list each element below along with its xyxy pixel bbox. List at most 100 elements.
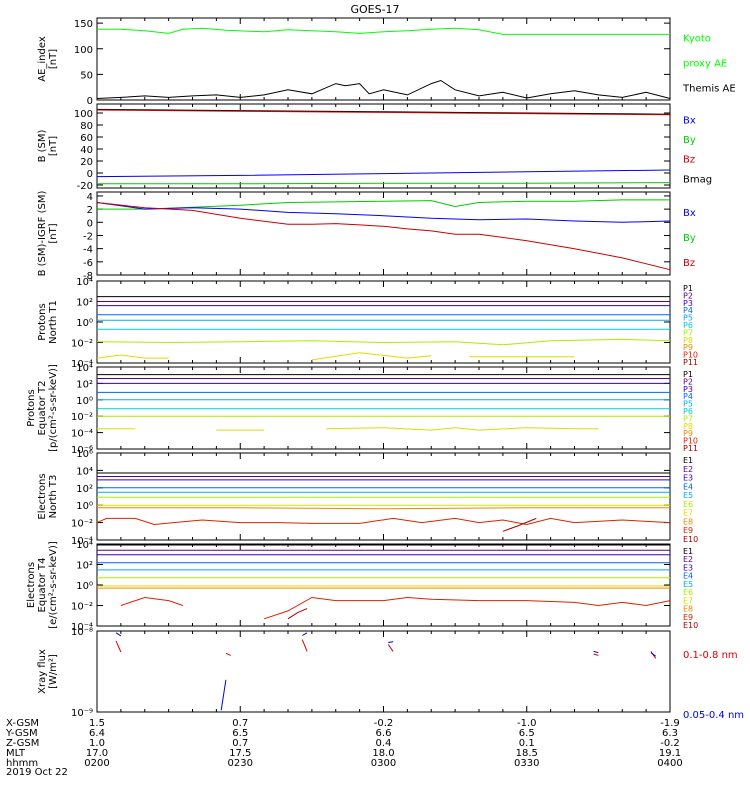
legend-entry: E7 <box>683 509 693 518</box>
legend-entry: E10 <box>683 621 698 630</box>
y-tick-label: 100 <box>74 109 93 120</box>
series-p8 <box>97 427 599 431</box>
series-e9 <box>120 596 671 620</box>
ephemeris-value: 6.4 <box>89 728 105 739</box>
legend-entry: P1 <box>683 370 693 379</box>
y-tick-label: 10⁻⁶ <box>71 445 93 456</box>
legend-entry: P8 <box>683 422 693 431</box>
series-e10 <box>502 517 537 532</box>
legend-entry: P10 <box>683 437 698 446</box>
ephemeris-value: 19.1 <box>659 748 681 759</box>
ephemeris-value: 0400 <box>657 758 682 769</box>
legend-entry: E3 <box>683 474 693 483</box>
legend-entry: E4 <box>683 482 693 491</box>
legend-entry: E7 <box>683 596 693 605</box>
y-tick-label: 10⁰ <box>76 318 93 329</box>
series-e9 <box>96 517 671 526</box>
series-bx <box>96 169 671 178</box>
panel-7: 10⁻⁴ 10⁻² 10⁰ 10² 10⁴ Electrons Equator T4 [e/(… <box>26 540 698 633</box>
y-tick-label: 10⁻⁴ <box>71 359 93 370</box>
y-tick-label: 10⁰ <box>76 396 93 407</box>
y-axis-label: [nT] <box>48 49 59 69</box>
ephemeris-label: Z-GSM <box>6 738 39 749</box>
legend-entry: Bz <box>683 258 695 269</box>
y-axis-label: Electrons <box>37 473 48 519</box>
y-tick-label: 4 <box>87 192 93 203</box>
legend-entry: P8 <box>683 336 693 345</box>
y-tick-label: 0 <box>87 96 93 107</box>
legend-entry: E1 <box>683 547 693 556</box>
y-tick-label: 10⁻² <box>71 412 93 423</box>
ephemeris-label: MLT <box>6 748 26 759</box>
ephemeris-value: -0.2 <box>660 738 680 749</box>
panel-frame <box>96 17 671 101</box>
y-axis-label: North T1 <box>48 300 59 344</box>
legend-entry: E8 <box>683 605 693 614</box>
y-axis-label: [p/(cm²-s-sr-keV)] <box>48 364 59 452</box>
ephemeris-value: 0.1 <box>519 738 535 749</box>
legend-entry: E3 <box>683 563 693 572</box>
ephemeris-value: 0300 <box>371 758 396 769</box>
y-tick-label: 10⁰ <box>76 501 93 512</box>
legend-entry: P3 <box>683 385 693 394</box>
panel-frame <box>96 280 671 364</box>
legend-entry: By <box>683 135 696 146</box>
y-tick-label: 10² <box>76 484 93 495</box>
y-tick-label: 10⁶ <box>76 449 93 460</box>
legend-entry: E2 <box>683 465 693 474</box>
y-tick-label: 0 <box>87 218 93 229</box>
panel-4: 10⁻⁴ 10⁻² 10⁰ 10² 10⁴ Protons North T1 P1P2P3P4… <box>37 277 698 370</box>
ephemeris-value: 18.5 <box>516 748 538 759</box>
legend-entry: proxy AE <box>683 58 727 69</box>
ephemeris-label: X-GSM <box>6 718 39 729</box>
y-axis-label: Electrons <box>26 562 37 608</box>
legend-entry: P2 <box>683 377 693 386</box>
y-axis-label: B (SM) <box>37 129 48 162</box>
series-by <box>97 199 670 210</box>
series-kyoto-proxy-ae <box>97 27 670 35</box>
y-axis-label: Protons <box>26 389 37 426</box>
y-tick-label: 10⁰ <box>76 581 93 592</box>
y-tick-label: -20 <box>77 181 93 192</box>
y-tick-label: 150 <box>74 19 93 30</box>
y-tick-label: 10⁴ <box>76 277 93 288</box>
ephemeris-value: 0.4 <box>376 738 392 749</box>
y-axis-label: North T3 <box>48 475 59 519</box>
y-axis-label: Equator T2 <box>37 381 48 436</box>
ephemeris-value: 1.0 <box>89 738 105 749</box>
series-0-05-0-4-nm <box>115 632 656 711</box>
legend-entry: E2 <box>683 555 693 564</box>
ephemeris-value: 0200 <box>84 758 109 769</box>
legend-entry: E4 <box>683 572 693 581</box>
ephemeris-value: 1.5 <box>89 718 105 729</box>
panel-frame <box>96 452 671 541</box>
y-tick-label: 80 <box>80 121 93 132</box>
plot-title: GOES-17 <box>350 3 399 16</box>
ephemeris-value: 6.6 <box>376 728 392 739</box>
series-p7 <box>96 338 671 346</box>
y-tick-label: 10⁻² <box>71 519 93 530</box>
panel-8: 10⁻⁹ 10⁻⁸ Xray flux [W/m²] 0.1-0.8 nm 0.05-0.… <box>37 627 744 721</box>
ephemeris-value: 6.3 <box>662 728 678 739</box>
y-axis-label: [e/(cm²-s-sr-keV)] <box>48 541 59 629</box>
y-tick-label: 10⁻⁴ <box>71 536 93 547</box>
series-bz <box>96 202 671 271</box>
legend-entry: P10 <box>683 351 698 360</box>
ephemeris-value: 6.5 <box>519 728 535 739</box>
y-tick-label: 2 <box>87 205 93 216</box>
legend-entry: P7 <box>683 414 693 423</box>
series-bz <box>96 109 671 116</box>
ephemeris-label: Y-GSM <box>5 728 38 739</box>
legend-entry: E5 <box>683 491 693 500</box>
ephemeris-value: -0.2 <box>374 718 394 729</box>
y-tick-label: 10⁻² <box>71 339 93 350</box>
series-e10 <box>287 608 308 620</box>
y-tick-label: -2 <box>83 231 93 242</box>
ephemeris-value: 0.7 <box>232 738 248 749</box>
y-axis-label: Protons <box>37 303 48 340</box>
series-e8 <box>97 507 670 510</box>
legend-entry: P5 <box>683 400 693 409</box>
legend-entry: P1 <box>683 284 693 293</box>
ephemeris-value: 6.5 <box>232 728 248 739</box>
